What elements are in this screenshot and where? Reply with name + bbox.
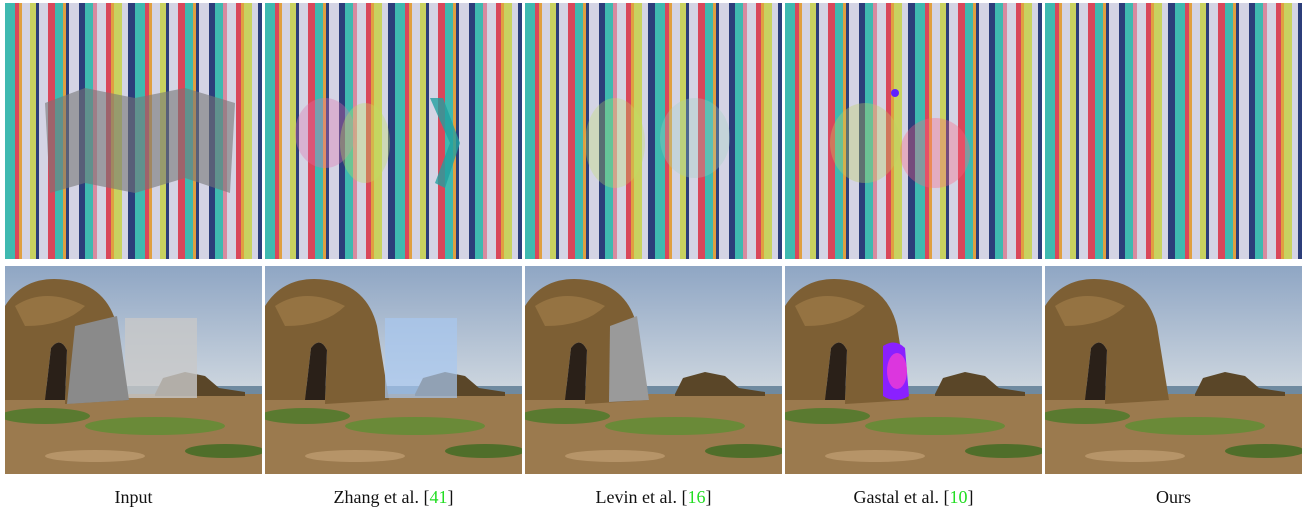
caption-text: Input [115, 487, 153, 507]
coast-scene [520, 266, 785, 474]
coast-panel [260, 266, 525, 474]
caption: Gastal et al. [10] [854, 487, 974, 507]
coast-panel [0, 266, 265, 474]
caption: Zhang et al. [41] [334, 487, 454, 507]
coast-panel [520, 266, 785, 474]
artifact [340, 103, 390, 183]
figure: InputZhang et al. [41]Levin et al. [16]G… [0, 0, 1311, 514]
stripes-panel [785, 3, 1042, 259]
artifact [660, 98, 730, 178]
citation: 41 [429, 487, 447, 507]
coast-panel [1040, 266, 1305, 474]
artifact [891, 89, 899, 97]
caption: Input [115, 487, 153, 507]
stripes-panel [525, 3, 782, 259]
caption: Ours [1156, 487, 1191, 507]
coast-scene [780, 266, 1045, 474]
artifact [830, 103, 900, 183]
stripes [1045, 3, 1302, 259]
artifact [900, 118, 970, 188]
stripes [525, 3, 782, 259]
artifact [385, 318, 457, 398]
citation: 10 [949, 487, 967, 507]
caption-text: Levin et al. [ [596, 487, 688, 507]
caption: Levin et al. [16] [596, 487, 712, 507]
caption-text: Gastal et al. [ [854, 487, 950, 507]
citation: 16 [687, 487, 705, 507]
coast-scene [1040, 266, 1305, 474]
caption-text: Ours [1156, 487, 1191, 507]
artifact [45, 88, 235, 193]
caption-text: ] [447, 487, 453, 507]
artifact [125, 318, 197, 398]
artifact [585, 98, 645, 188]
caption-text: ] [967, 487, 973, 507]
stripes-panel [265, 3, 522, 259]
artifact [887, 353, 907, 389]
page: InputZhang et al. [41]Levin et al. [16]G… [0, 0, 1311, 514]
caption-text: ] [705, 487, 711, 507]
caption-text: Zhang et al. [ [334, 487, 430, 507]
stripes-panel [5, 3, 262, 259]
coast-panel [780, 266, 1045, 474]
stripes-panel [1045, 3, 1302, 259]
